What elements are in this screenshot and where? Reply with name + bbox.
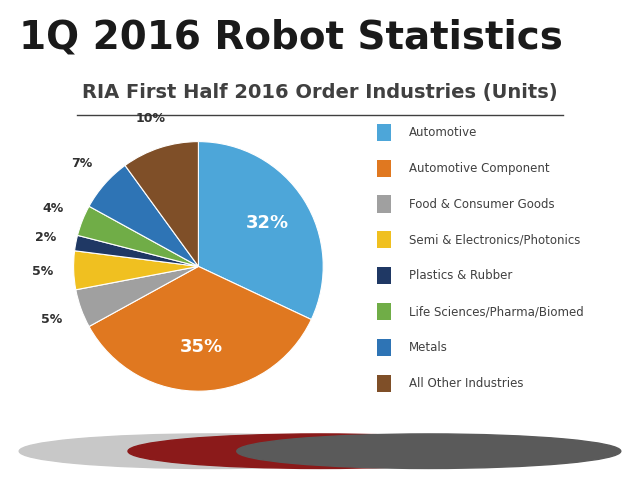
Wedge shape	[89, 266, 311, 391]
Text: Metals: Metals	[409, 341, 448, 354]
Text: Automotive Component: Automotive Component	[409, 162, 550, 175]
Text: Food & Consumer Goods: Food & Consumer Goods	[409, 197, 554, 211]
FancyBboxPatch shape	[376, 375, 392, 392]
Circle shape	[128, 434, 512, 468]
Text: Life Sciences/Pharma/Biomed: Life Sciences/Pharma/Biomed	[409, 305, 584, 318]
Wedge shape	[76, 266, 198, 326]
Text: 5%: 5%	[41, 313, 62, 326]
Wedge shape	[198, 142, 323, 320]
Text: Semi & Electronics/Photonics: Semi & Electronics/Photonics	[409, 233, 580, 246]
Text: All Other Industries: All Other Industries	[409, 377, 524, 390]
Wedge shape	[89, 166, 198, 266]
Text: 32%: 32%	[245, 214, 289, 232]
Text: 4%: 4%	[43, 203, 64, 216]
Circle shape	[19, 434, 403, 468]
Text: 35%: 35%	[179, 338, 223, 357]
Wedge shape	[74, 251, 198, 290]
FancyBboxPatch shape	[376, 159, 392, 177]
FancyBboxPatch shape	[376, 303, 392, 320]
Text: Plastics & Rubber: Plastics & Rubber	[409, 269, 512, 282]
Wedge shape	[125, 142, 198, 266]
Text: RIA First Half 2016 Order Industries (Units): RIA First Half 2016 Order Industries (Un…	[82, 83, 558, 102]
FancyBboxPatch shape	[376, 339, 392, 356]
Text: 7%: 7%	[71, 157, 92, 170]
Text: 10%: 10%	[135, 111, 165, 124]
FancyBboxPatch shape	[376, 231, 392, 249]
Text: Automotive: Automotive	[409, 126, 477, 139]
Text: 5%: 5%	[32, 265, 53, 278]
FancyBboxPatch shape	[376, 124, 392, 141]
Wedge shape	[77, 206, 198, 266]
Circle shape	[237, 434, 621, 468]
Wedge shape	[75, 235, 198, 266]
Text: 1Q 2016 Robot Statistics: 1Q 2016 Robot Statistics	[19, 19, 563, 57]
FancyBboxPatch shape	[376, 195, 392, 213]
FancyBboxPatch shape	[376, 267, 392, 284]
Text: 2%: 2%	[35, 231, 56, 244]
